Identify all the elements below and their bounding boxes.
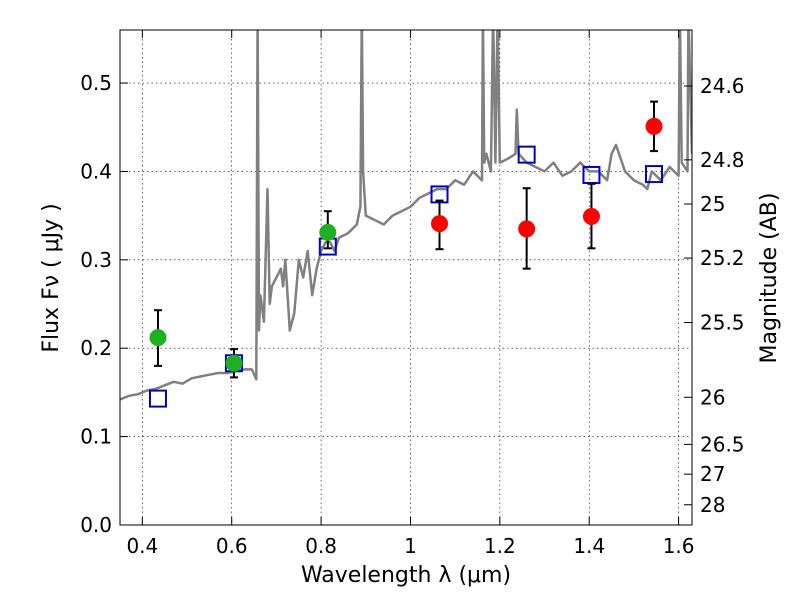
x-tick-label: 1 — [404, 534, 417, 558]
plot-data — [120, 30, 692, 408]
y-axis-label: Flux Fν ( μJy ) — [39, 203, 64, 352]
x-tick-label: 0.4 — [126, 534, 158, 558]
right-axis-label: Magnitude (AB) — [757, 193, 782, 364]
photometry-point — [149, 329, 167, 347]
x-tick-label: 1.2 — [484, 534, 516, 558]
x-axis-label: Wavelength λ (μm) — [301, 563, 511, 588]
right-tick-label: 27 — [700, 462, 725, 486]
photometry-point — [645, 117, 663, 135]
photometry-point — [582, 208, 600, 226]
x-tick-label: 0.6 — [216, 534, 248, 558]
photometry-point — [518, 220, 536, 238]
model-square-marker — [148, 389, 167, 408]
x-tick-label: 1.4 — [573, 534, 605, 558]
axis-ticks: 0.4 0.6 0.8 1 1.2 1.4 1.6 0.0 0.1 0.2 0.3 0.4 0.5 24.… — [80, 30, 745, 558]
right-tick-label: 28 — [700, 493, 725, 517]
right-tick-label: 25 — [700, 192, 725, 216]
right-tick-label: 24.6 — [700, 74, 745, 98]
plot-frame — [119, 29, 693, 526]
right-tick-label: 26 — [700, 385, 725, 409]
spectrum-line — [120, 30, 692, 401]
y-tick-label: 0.5 — [80, 71, 112, 95]
y-tick-label: 0.0 — [80, 513, 112, 537]
model-square-marker — [517, 145, 536, 164]
x-tick-label: 0.8 — [305, 534, 337, 558]
photometry-point — [319, 223, 337, 241]
y-tick-label: 0.3 — [80, 248, 112, 272]
x-tick-label: 1.6 — [663, 534, 695, 558]
y-tick-label: 0.1 — [80, 425, 112, 449]
model-square-marker — [645, 165, 664, 184]
right-tick-label: 25.5 — [700, 310, 745, 334]
right-tick-label: 24.8 — [700, 148, 745, 172]
y-tick-label: 0.2 — [80, 336, 112, 360]
y-tick-label: 0.4 — [80, 159, 112, 183]
photometry-point — [225, 354, 243, 372]
right-tick-label: 25.2 — [700, 246, 745, 270]
photometry-point — [431, 215, 449, 233]
right-tick-label: 26.5 — [700, 432, 745, 456]
